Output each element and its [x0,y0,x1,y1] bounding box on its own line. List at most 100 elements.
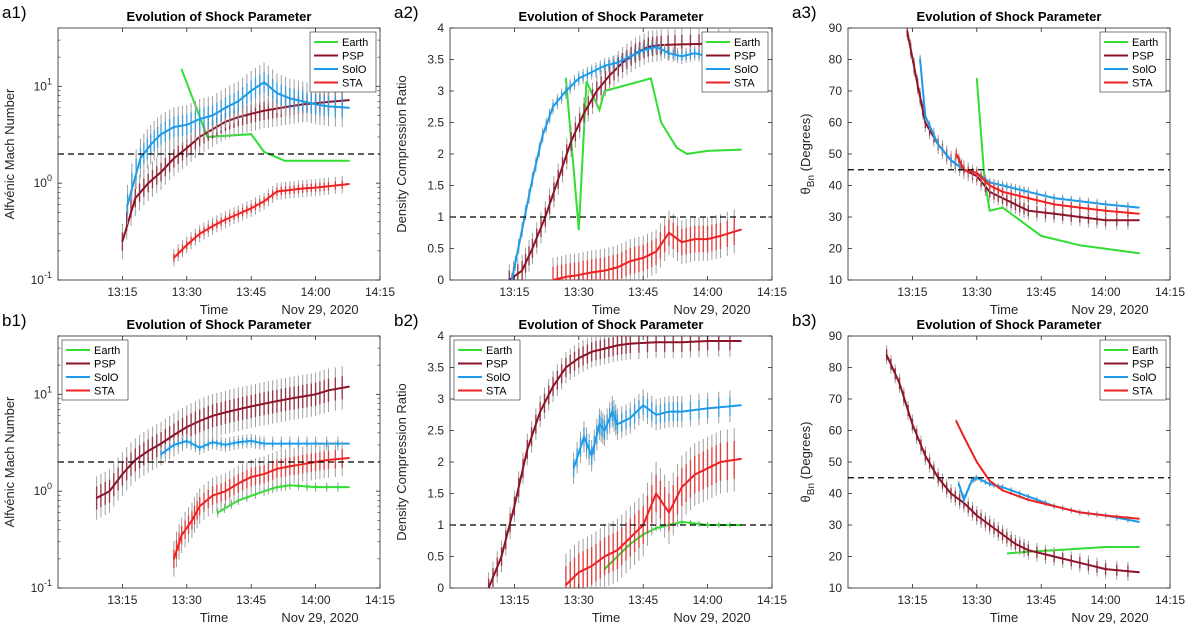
x-tick-label: 14:15 [757,593,787,607]
y-tick-label: 60 [829,116,843,130]
legend-label-psp: PSP [342,51,364,63]
x-tick-label: 14:15 [1155,285,1185,299]
data-point [508,279,511,280]
data-layer [906,28,1140,255]
legend-label-solo: SolO [1132,372,1157,384]
data-point [693,473,696,476]
data-point [1053,505,1055,507]
data-point [603,429,606,432]
data-point [301,100,304,103]
legend-label-earth: Earth [734,37,760,49]
panel-a1: 13:15 13:30 13:45 14:00 14:15 10-1 100 101 Evolu… [2,3,395,317]
data-point [186,426,188,428]
y-tick-label: 1 [437,210,444,224]
data-point [186,440,188,442]
data-point [572,467,575,470]
data-point [314,103,317,106]
legend-label-sta: STA [94,386,115,398]
data-point [539,410,541,413]
y-tick-label: 2 [437,147,444,161]
x-tick-label: 13:45 [236,593,266,607]
data-point [211,414,214,417]
series-sta [565,428,742,588]
x-tick-label: 14:15 [365,593,395,607]
data-point [276,190,278,193]
y-tick-label: 101 [34,76,52,93]
series-line-earth [180,68,350,162]
legend-label-earth: Earth [94,345,120,357]
data-layer [487,336,742,588]
y-tick-label: 2.5 [427,424,444,438]
y-tick-label: 3 [437,392,444,406]
data-point [1001,486,1004,489]
data-point [1027,495,1030,498]
legend-label-solo: SolO [1132,64,1157,76]
data-point [224,106,227,109]
data-point [1079,511,1081,514]
data-point [629,55,632,58]
series-psp [487,336,742,588]
x-axis-label: Time [200,302,228,317]
data-point [314,442,317,445]
series-solo [160,433,350,462]
data-point [211,494,214,497]
data-point [603,269,606,272]
data-point [578,274,580,276]
series-line-sta [173,183,350,259]
data-point [706,467,709,470]
date-label: Nov 29, 2020 [281,302,358,317]
data-point [603,347,606,350]
data-point [1079,216,1081,218]
data-point [1104,209,1107,212]
data-point [976,77,978,80]
data-point [686,153,688,155]
y-tick-label: 10 [829,273,843,287]
series-earth [180,68,350,162]
panel-b3: 13:15 13:30 13:45 14:00 14:15 10 20 30 40 50 60 70 8… [792,311,1185,625]
panel-title: Evolution of Shock Parameter [917,317,1102,332]
data-point [250,476,252,478]
data-point [590,271,593,274]
data-point [173,434,175,436]
x-tick-label: 13:30 [962,285,992,299]
data-point [583,436,585,438]
data-point [237,100,240,103]
data-point [950,159,952,162]
panel-label: b1) [2,311,27,330]
data-point [706,238,709,240]
data-point [650,77,652,80]
data-point [1079,547,1081,550]
data-point [655,46,657,48]
data-point [276,92,278,94]
x-tick-label: 13:15 [107,285,137,299]
data-point [570,140,572,143]
data-point [173,558,175,560]
x-tick-label: 13:45 [1026,593,1056,607]
data-point [681,410,683,413]
series-sta [173,176,350,267]
legend-label-earth: Earth [1132,345,1158,357]
data-point [139,157,142,160]
panel-label: a2) [394,3,419,22]
x-tick-label: 14:15 [1155,593,1185,607]
data-point [1014,187,1017,190]
data-point [1001,533,1004,536]
legend-label-psp: PSP [486,359,508,371]
y-tick-label: 0.5 [427,550,444,564]
legend-label-solo: SolO [342,64,367,76]
data-point [1053,213,1055,215]
data-point [1053,555,1055,558]
data-point [1138,546,1140,548]
series-line-sta [955,420,1140,520]
series-line-psp [487,340,742,588]
data-point [250,133,252,136]
data-point [211,441,214,444]
x-axis-label: Time [592,302,620,317]
data-point [250,89,252,92]
series-line-sta [955,153,1140,215]
data-point [173,126,175,128]
y-tick-label: 0 [437,273,444,287]
date-label: Nov 29, 2020 [1071,302,1148,317]
